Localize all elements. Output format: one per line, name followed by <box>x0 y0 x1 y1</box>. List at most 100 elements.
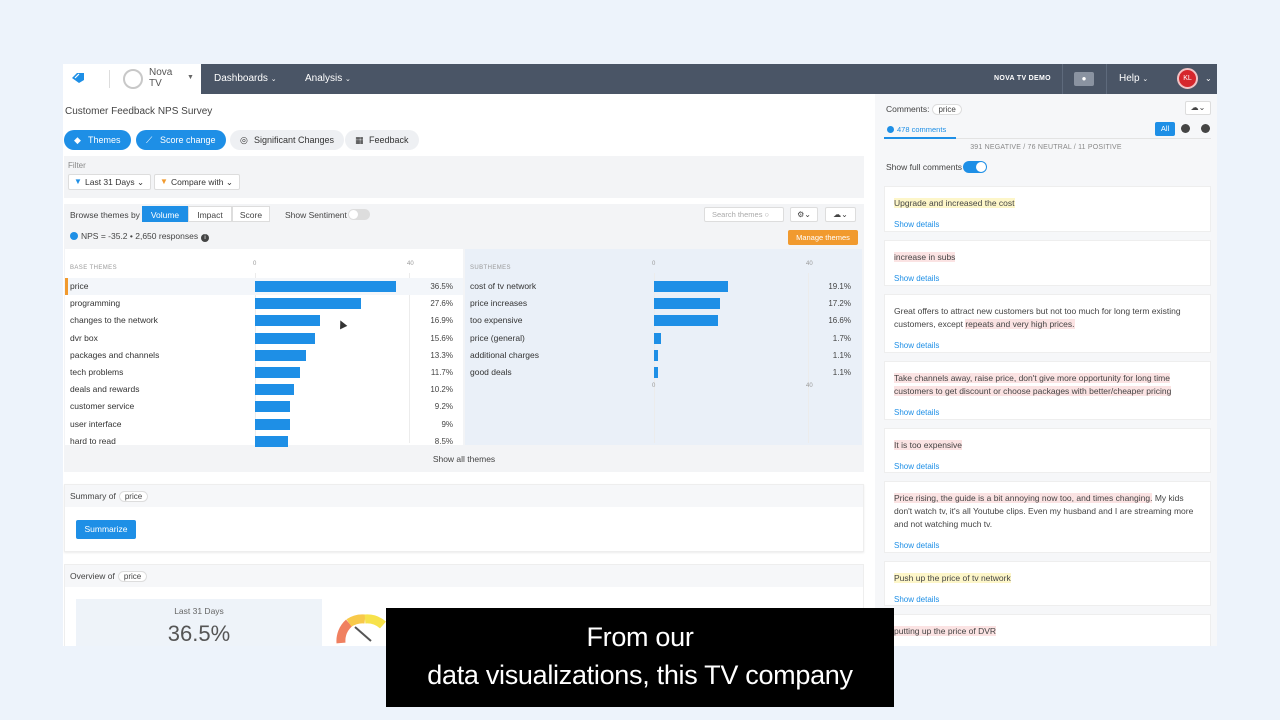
themes-card: Browse themes by Volume Impact Score Sho… <box>64 204 864 472</box>
bar[interactable] <box>255 298 362 310</box>
bar[interactable] <box>654 298 721 310</box>
show-details-link[interactable]: Show details <box>894 274 940 283</box>
x-tick-label: 0 <box>652 261 656 267</box>
show-all-themes-link[interactable]: Show all themes <box>432 454 496 464</box>
x-tick-label: 40 <box>806 261 813 267</box>
avatar[interactable]: KL <box>1177 68 1198 89</box>
page-title: Customer Feedback NPS Survey <box>65 106 213 117</box>
bar[interactable] <box>654 315 718 327</box>
sentiment-positive-icon[interactable] <box>1201 124 1210 133</box>
comment-count[interactable]: 478 comments <box>887 125 946 134</box>
comment-card: putting up the price of DVR <box>884 614 1211 646</box>
bar-value-label: 27.6% <box>430 299 453 309</box>
bar[interactable] <box>654 367 659 378</box>
period-filter[interactable]: ▼ Last 31 Days ⌄ <box>68 174 152 190</box>
nav-analysis[interactable]: Analysis ⌄ <box>305 73 351 84</box>
tab-themes[interactable]: ◆ Themes <box>64 130 131 150</box>
theme-row[interactable]: price increases 17.2% <box>465 295 862 312</box>
cloud-download-button[interactable]: ☁⌄ <box>1185 101 1211 115</box>
comment-text: Push up the price of tv network <box>894 572 1204 585</box>
show-details-link[interactable]: Show details <box>894 595 940 604</box>
sentiment-toggle[interactable] <box>348 209 370 220</box>
series-dot-icon <box>887 126 894 133</box>
theme-row[interactable]: programming 27.6% <box>65 295 463 312</box>
sentiment-negative-icon[interactable] <box>1181 124 1190 133</box>
show-details-link[interactable]: Show details <box>894 408 940 417</box>
bar[interactable] <box>255 349 307 361</box>
theme-row[interactable]: cost of tv network 19.1% <box>465 278 862 295</box>
bar[interactable] <box>255 384 295 396</box>
tab-significant-changes[interactable]: ◎ Significant Changes <box>230 130 345 150</box>
theme-row[interactable]: too expensive 16.6% <box>465 312 862 329</box>
theme-row[interactable]: dvr box 15.6% <box>65 330 463 347</box>
settings-button[interactable]: ⚙⌄ <box>790 207 818 222</box>
theme-chip: price <box>118 491 149 502</box>
bar-value-label: 15.6% <box>430 333 453 343</box>
comment-phrase: My kids don't watch tv, it's all Youtube… <box>894 493 1194 529</box>
theme-row[interactable]: deals and rewards 10.2% <box>65 381 463 398</box>
bar[interactable] <box>255 418 290 430</box>
comment-text: increase in subs <box>894 251 1204 264</box>
cloud-download-button[interactable]: ☁⌄ <box>825 207 856 222</box>
highlighted-phrase: Push up the price of tv network <box>894 573 1011 583</box>
tag-icon <box>72 73 84 83</box>
bar[interactable] <box>255 401 291 413</box>
theme-row[interactable]: packages and channels 13.3% <box>65 347 463 364</box>
highlighted-phrase: Price rising, the guide is a bit annoyin… <box>894 493 1153 503</box>
brand-area[interactable]: Nova TV ▼ <box>63 64 201 94</box>
show-full-toggle[interactable] <box>963 161 987 173</box>
theme-row[interactable]: price (general) 1.7% <box>465 330 862 347</box>
filter-all-button[interactable]: All <box>1155 122 1175 136</box>
bar[interactable] <box>255 332 316 344</box>
bar[interactable] <box>654 332 661 344</box>
bar-value-label: 1.7% <box>832 333 851 343</box>
comment-text: Great offers to attract new customers bu… <box>894 305 1204 331</box>
gear-icon: ⚙ <box>797 210 805 219</box>
compare-filter[interactable]: ▼ Compare with ⌄ <box>154 174 240 190</box>
tab-score-change[interactable]: ⟋ Score change <box>136 130 226 150</box>
bar[interactable] <box>654 349 659 361</box>
user-icon[interactable]: ● <box>1074 72 1094 86</box>
mode-score[interactable]: Score <box>232 206 270 222</box>
summarize-button[interactable]: Summarize <box>76 520 136 539</box>
tab-feedback[interactable]: ▦ Feedback <box>345 130 419 150</box>
show-details-link[interactable]: Show details <box>894 541 940 550</box>
bar[interactable] <box>255 367 301 378</box>
bar-value-label: 11.7% <box>430 368 453 377</box>
comment-card: Upgrade and increased the cost Show detai… <box>884 186 1211 232</box>
manage-themes-button[interactable]: Manage themes <box>788 230 858 245</box>
bar-value-label: 16.6% <box>828 316 851 326</box>
tag-icon: ◆ <box>74 135 81 145</box>
theme-row[interactable]: good deals 1.1% <box>465 364 862 381</box>
show-details-link[interactable]: Show details <box>894 462 940 471</box>
chevron-down-icon[interactable]: ⌄ <box>1205 74 1212 83</box>
chevron-down-icon: ⌄ <box>345 76 351 83</box>
comment-card: Price rising, the guide is a bit annoyin… <box>884 481 1211 553</box>
theme-row[interactable]: tech problems 11.7% <box>65 364 463 381</box>
nav-dashboards[interactable]: Dashboards ⌄ <box>214 73 277 84</box>
theme-row[interactable]: customer service 9.2% <box>65 398 463 415</box>
funnel-icon: ▼ <box>74 177 82 186</box>
info-icon[interactable]: i <box>201 234 210 242</box>
bar[interactable] <box>255 281 396 292</box>
series-dot-icon <box>70 232 78 240</box>
show-details-link[interactable]: Show details <box>894 341 940 350</box>
theme-row[interactable]: additional charges 1.1% <box>465 347 862 364</box>
summary-header: Summary of price <box>65 485 863 507</box>
bar[interactable] <box>255 435 288 447</box>
filter-bar: Filter ▼ Last 31 Days ⌄ ▼ Compare with ⌄ <box>64 156 864 198</box>
show-details-link[interactable]: Show details <box>894 220 940 229</box>
bar[interactable] <box>255 315 321 327</box>
theme-label: customer service <box>70 401 135 412</box>
chevron-down-icon[interactable]: ▼ <box>187 74 194 81</box>
bar[interactable] <box>654 281 728 292</box>
mode-volume[interactable]: Volume <box>142 206 188 222</box>
theme-row[interactable]: price 36.5% <box>65 278 463 295</box>
theme-row[interactable]: user interface 9% <box>65 416 463 433</box>
theme-row[interactable]: hard to read 8.5% <box>65 433 463 450</box>
filter-label: Filter <box>68 161 86 170</box>
search-themes-input[interactable]: Search themes ○ <box>704 207 784 222</box>
mode-impact[interactable]: Impact <box>188 206 232 222</box>
theme-row[interactable]: changes to the network 16.9% <box>65 312 463 329</box>
help-menu[interactable]: Help ⌄ <box>1119 73 1149 84</box>
